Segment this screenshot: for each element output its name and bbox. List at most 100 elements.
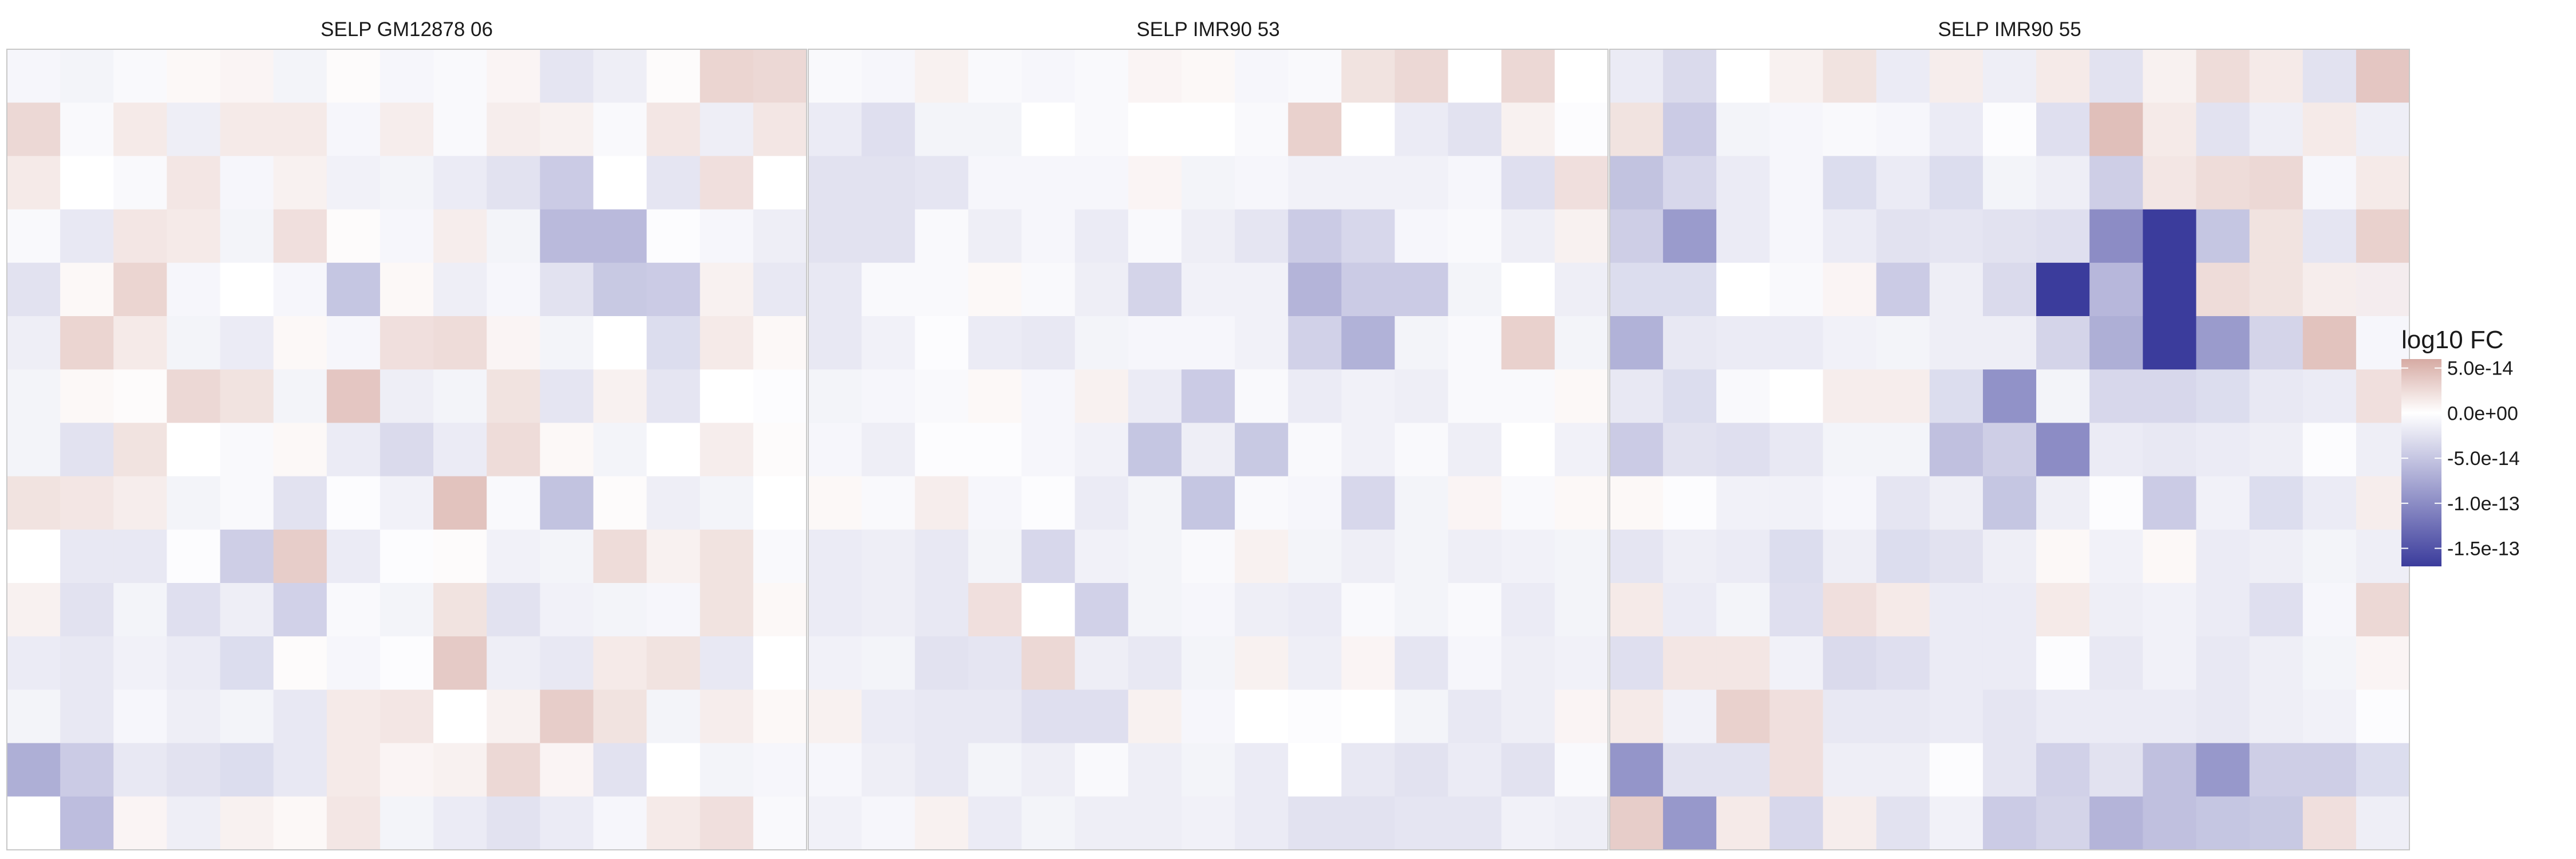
- heatmap-cell: [1823, 583, 1877, 637]
- heatmap-cell: [1501, 423, 1555, 477]
- heatmap-cell: [1128, 796, 1182, 850]
- heatmap-cell: [326, 583, 381, 637]
- heatmap-cell: [1394, 796, 1449, 850]
- legend-ticks: 5.0e-14 0.0e+00 -5.0e-14 -1.0e-13 -1.5e-13: [2401, 358, 2520, 560]
- heatmap-cell: [220, 316, 274, 370]
- heatmap-cell: [1341, 369, 1396, 423]
- heatmap-cell: [753, 529, 807, 584]
- heatmap-cell: [2143, 636, 2197, 690]
- heatmap-cell: [1394, 156, 1449, 210]
- heatmap-cell: [968, 316, 1022, 370]
- heatmap-cell: [915, 689, 969, 744]
- heatmap-cell: [646, 209, 701, 263]
- heatmap-cell: [1501, 316, 1555, 370]
- heatmap-cell: [1074, 316, 1129, 370]
- heatmap-cell: [2036, 103, 2090, 156]
- heatmap-cell: [646, 423, 701, 477]
- heatmap-cell: [2036, 636, 2090, 690]
- heatmap-cell: [1823, 103, 1877, 156]
- heatmap-cell: [968, 689, 1022, 744]
- heatmap-cell: [700, 529, 754, 584]
- heatmap-cell: [862, 636, 915, 690]
- heatmap-cell: [1394, 476, 1449, 530]
- heatmap-cell: [1021, 49, 1076, 103]
- heatmap-cell: [862, 316, 915, 370]
- heatmap-cell: [2196, 529, 2250, 584]
- heatmap-cell: [646, 49, 701, 103]
- heatmap-cell: [2302, 262, 2357, 317]
- heatmap-cell: [2356, 743, 2410, 797]
- heatmap-cell: [1181, 156, 1235, 210]
- heatmap-cell: [1982, 369, 2037, 423]
- heatmap-cell: [1663, 583, 1717, 637]
- heatmap-cell: [1929, 689, 1984, 744]
- heatmap-cell: [1181, 476, 1235, 530]
- heatmap-cell: [1341, 476, 1396, 530]
- heatmap-cell: [1181, 636, 1235, 690]
- heatmap-cell: [540, 49, 594, 103]
- heatmap-cell: [113, 583, 167, 637]
- heatmap-cell: [700, 49, 754, 103]
- heatmap-cell: [808, 636, 862, 690]
- heatmap-cell: [326, 49, 381, 103]
- heatmap-cell: [540, 262, 594, 317]
- heatmap-cell: [1876, 262, 1930, 317]
- heatmap-cell: [1448, 689, 1502, 744]
- heatmap-cell: [862, 476, 915, 530]
- heatmap-cell: [1610, 262, 1664, 317]
- heatmap-cell: [167, 529, 221, 584]
- heatmap-panels: SELP GM12878 06 SELP IMR90 53 SELP IMR90 5…: [6, 18, 2410, 850]
- heatmap-cell: [1610, 103, 1664, 156]
- heatmap-cell: [540, 209, 594, 263]
- heatmap-cell: [1341, 636, 1396, 690]
- heatmap-cell: [380, 49, 434, 103]
- heatmap-cell: [2249, 529, 2304, 584]
- heatmap-cell: [1181, 529, 1235, 584]
- heatmap-cell: [2143, 583, 2197, 637]
- heatmap-cell: [1074, 209, 1129, 263]
- heatmap-cell: [60, 262, 114, 317]
- heatmap-cell: [1554, 209, 1609, 263]
- heatmap-cell: [167, 156, 221, 210]
- heatmap-cell: [113, 103, 167, 156]
- heatmap-cell: [2302, 209, 2357, 263]
- heatmap-cell: [7, 369, 61, 423]
- heatmap-cell: [1074, 796, 1129, 850]
- heatmap-cell: [1021, 743, 1076, 797]
- heatmap-cell: [915, 49, 969, 103]
- heatmap-cell: [167, 209, 221, 263]
- heatmap-cell: [753, 103, 807, 156]
- heatmap-cell: [113, 423, 167, 477]
- heatmap-cell: [60, 156, 114, 210]
- heatmap-cell: [593, 689, 647, 744]
- heatmap-cell: [593, 476, 647, 530]
- heatmap-cell: [968, 103, 1022, 156]
- heatmap-cell: [1501, 689, 1555, 744]
- heatmap-cell: [2302, 369, 2357, 423]
- heatmap-cell: [2143, 689, 2197, 744]
- heatmap-cell: [862, 743, 915, 797]
- heatmap-cell: [2356, 262, 2409, 317]
- heatmap-cell: [60, 369, 114, 423]
- heatmap-cell: [808, 209, 862, 263]
- heatmap-cell: [273, 369, 327, 423]
- heatmap-cell: [1554, 689, 1609, 744]
- heatmap-cell: [487, 262, 540, 317]
- heatmap-cell: [1982, 583, 2037, 637]
- heatmap-cell: [2249, 476, 2304, 530]
- heatmap-cell: [326, 262, 381, 317]
- heatmap-cell: [2196, 156, 2250, 210]
- heatmap-cell: [1610, 369, 1664, 423]
- heatmap-cell: [273, 423, 327, 477]
- heatmap-cell: [1501, 636, 1555, 690]
- heatmap-cell: [1769, 796, 1824, 850]
- heatmap-cell: [646, 796, 701, 850]
- heatmap-cell: [540, 529, 594, 584]
- heatmap-cell: [2302, 636, 2357, 690]
- heatmap-cell: [808, 583, 862, 637]
- heatmap-cell: [753, 369, 807, 423]
- heatmap-cell: [753, 209, 807, 263]
- heatmap-cell: [862, 103, 915, 156]
- heatmap-cell: [60, 316, 114, 370]
- heatmap-cell: [968, 156, 1022, 210]
